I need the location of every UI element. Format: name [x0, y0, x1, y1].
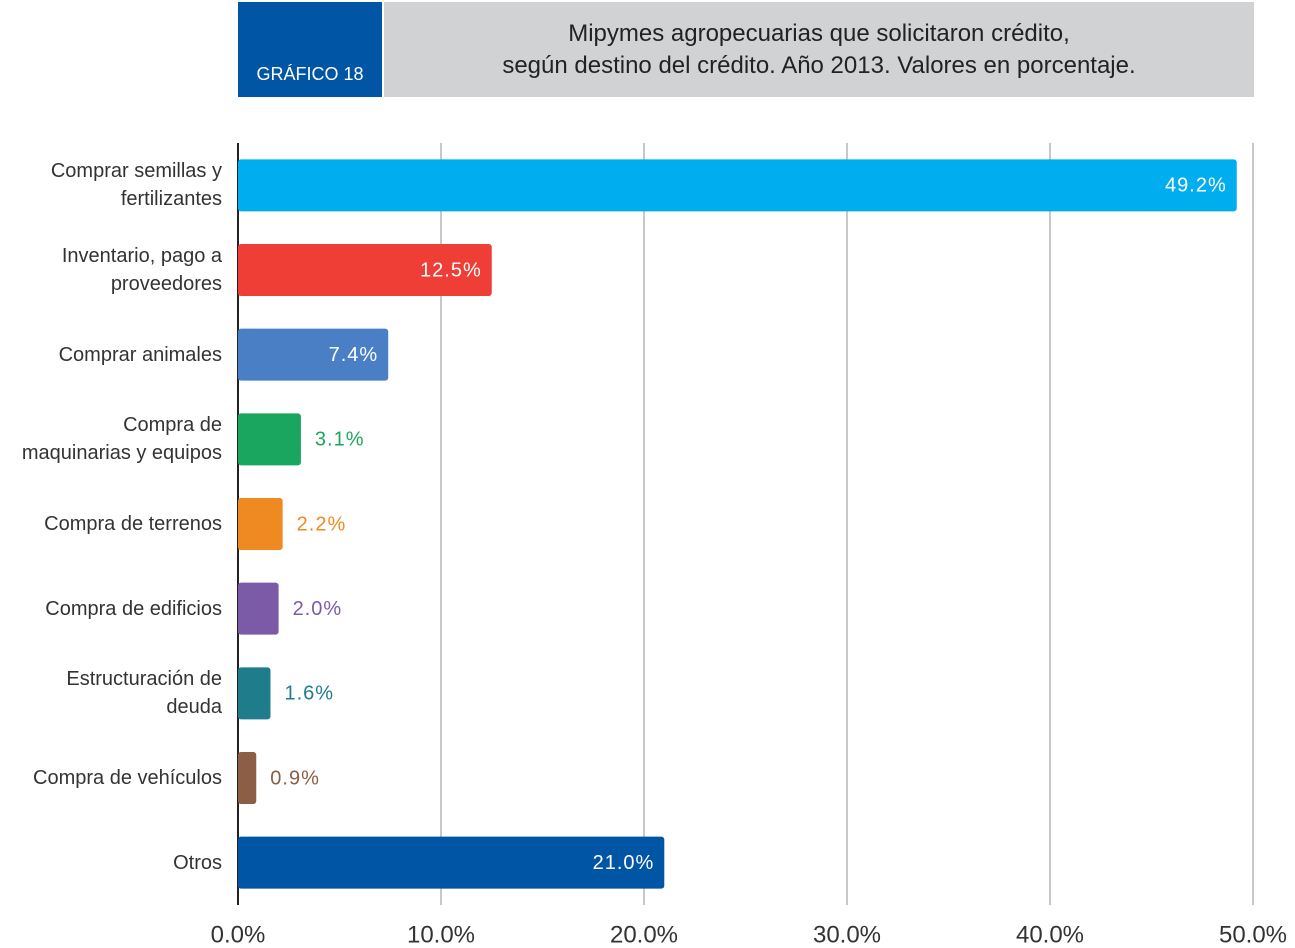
y-tick-label: Comprar animales	[58, 343, 222, 366]
bar	[238, 328, 389, 381]
value-label: 2.0%	[293, 598, 343, 620]
x-tick-label: 30.0%	[813, 921, 881, 948]
y-tick-label: Compra de terrenos	[44, 513, 222, 535]
chart-badge: GRÁFICO 18	[238, 2, 382, 97]
value-label: 0.9%	[270, 767, 320, 789]
y-tick-label: Comprar semillas y fertilizantes	[50, 160, 222, 211]
y-tick-label: Estructuración de deuda	[66, 668, 222, 719]
value-label: 1.6%	[284, 683, 334, 705]
value-label: 3.1%	[315, 429, 365, 451]
value-label: 49.2%	[1165, 175, 1227, 197]
y-tick-label: Otros	[173, 851, 222, 874]
bar	[238, 498, 283, 550]
bar	[238, 752, 257, 804]
value-label: 2.2%	[297, 513, 347, 535]
bar	[238, 836, 665, 889]
value-label: 12.5%	[420, 259, 482, 281]
bar	[238, 413, 301, 466]
x-tick-label: 0.0%	[211, 921, 266, 948]
chart-title: Mipymes agropecuarias que solicitaron cr…	[384, 2, 1254, 97]
y-tick-label: Compra de maquinarias y equipos	[21, 414, 222, 465]
y-tick-label: Inventario, pago a proveedores	[61, 245, 222, 295]
x-tick-label: 10.0%	[407, 921, 475, 948]
y-tick-label: Compra de vehículos	[33, 767, 222, 789]
bar	[238, 582, 279, 635]
bar	[238, 244, 492, 296]
x-tick-label: 40.0%	[1016, 921, 1084, 948]
value-label: 7.4%	[329, 344, 379, 366]
y-tick-label: Compra de edificios	[45, 597, 222, 620]
bar	[238, 159, 1237, 212]
value-label: 21.0%	[593, 852, 655, 874]
bar	[238, 667, 271, 720]
x-tick-label: 20.0%	[610, 921, 678, 948]
x-tick-label: 50.0%	[1219, 921, 1287, 948]
